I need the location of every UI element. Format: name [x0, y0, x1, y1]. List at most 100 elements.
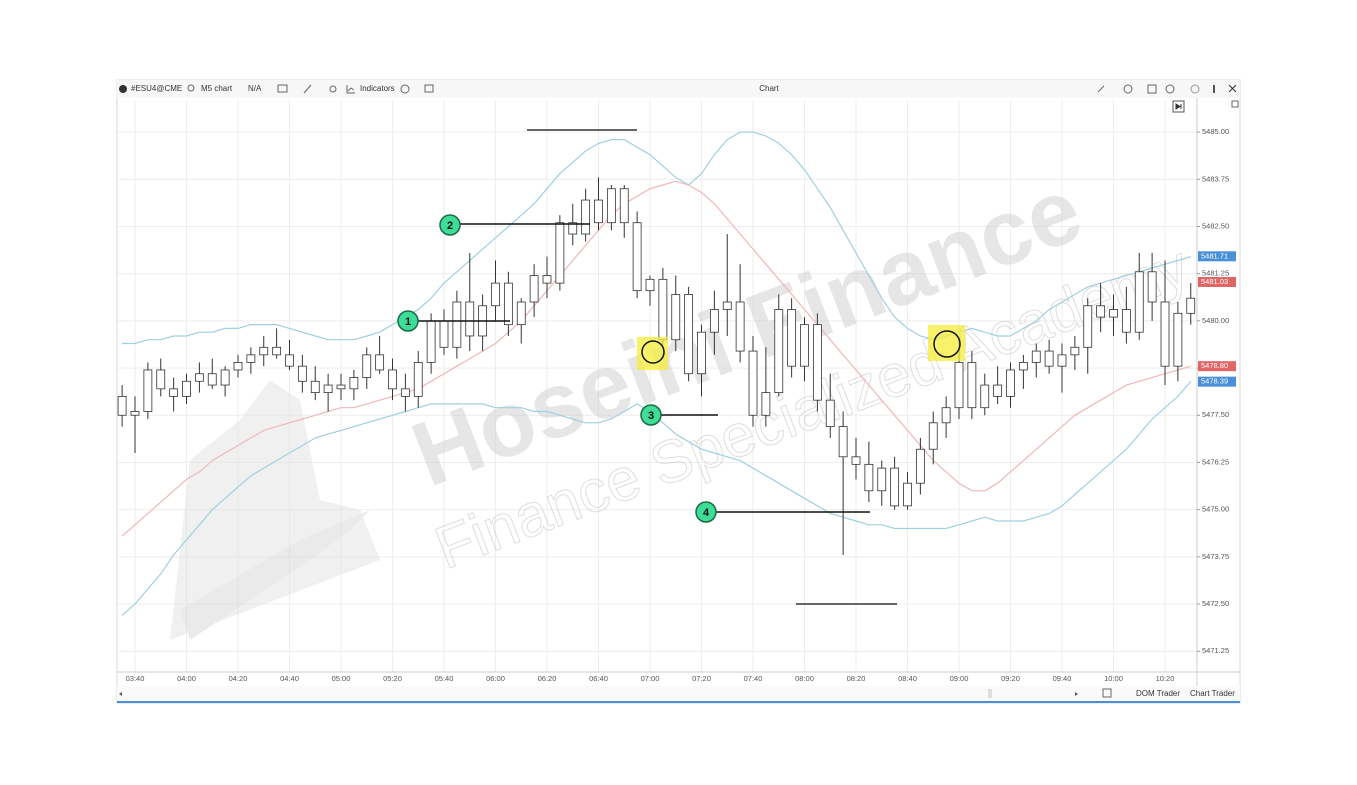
close-button[interactable]: [1228, 84, 1237, 93]
candle-body: [1160, 301, 1170, 367]
calendar-icon[interactable]: [1102, 688, 1112, 698]
candle-body: [1109, 309, 1118, 318]
watermark-logo: [170, 380, 380, 640]
candle-body: [1121, 309, 1131, 333]
candle-body: [787, 309, 797, 367]
template-icon[interactable]: [400, 84, 410, 94]
candle-body: [426, 320, 436, 363]
y-tick-label: 5475.00: [1202, 505, 1229, 514]
layout-icon[interactable]: [424, 84, 434, 93]
bottom-bar: [117, 686, 1240, 701]
candle-body: [697, 331, 706, 375]
chart-trader-button[interactable]: Chart Trader: [1190, 689, 1235, 698]
candle-body: [1031, 350, 1041, 363]
candle-body: [903, 482, 912, 507]
annotation-number: 1: [405, 316, 411, 328]
fullscreen-icon[interactable]: [1147, 84, 1157, 94]
price-badge: [1198, 361, 1236, 372]
search-icon[interactable]: [187, 84, 195, 92]
scroll-end-glyph: [1175, 103, 1182, 110]
candle-body: [1057, 354, 1067, 367]
candle-body: [194, 373, 204, 382]
expand-icon[interactable]: [1097, 85, 1105, 93]
candle-body: [632, 222, 642, 292]
annotation-badge: [640, 404, 662, 426]
candle-body: [1134, 271, 1144, 333]
y-tick-label: 5473.75: [1202, 552, 1229, 561]
draw-icon[interactable]: [303, 84, 312, 94]
account[interactable]: N/A: [248, 84, 262, 93]
axis-menu[interactable]: [1231, 100, 1239, 108]
dom-trader-button[interactable]: DOM Trader: [1136, 689, 1180, 698]
candle-body: [761, 392, 771, 416]
x-tick-label: 08:00: [795, 674, 814, 683]
candle-body: [465, 301, 475, 337]
annotation-badge: [695, 501, 717, 523]
price-badge-label: 5478.39: [1201, 377, 1228, 386]
candle-body: [310, 380, 320, 394]
candle-body: [645, 278, 655, 292]
scroll-right[interactable]: [1075, 692, 1078, 696]
y-tick-label: 5480.00: [1202, 316, 1229, 325]
candle-body: [993, 384, 1003, 397]
settings-icon[interactable]: [1123, 84, 1133, 94]
candle-body: [375, 354, 385, 371]
annotation-badge: [397, 310, 419, 332]
candle-body: [941, 407, 951, 424]
candle-body: [877, 467, 887, 492]
candle-body: [709, 309, 719, 333]
x-tick-label: 04:00: [177, 674, 196, 683]
candle-body: [658, 278, 668, 341]
candle-body: [156, 369, 166, 390]
candle-body: [684, 294, 694, 375]
x-tick-label: 08:20: [847, 674, 866, 683]
candle-body: [967, 362, 977, 409]
price-badge: [1198, 276, 1236, 287]
candle-body: [413, 362, 423, 397]
candle-body: [838, 426, 848, 458]
x-tick-label: 05:20: [383, 674, 402, 683]
y-tick-label: 5481.25: [1202, 269, 1229, 278]
candle-body: [349, 377, 359, 390]
candle-body: [800, 324, 809, 367]
x-tick-label: 06:40: [589, 674, 608, 683]
scrollbar-thumb[interactable]: [988, 689, 992, 698]
symbol[interactable]: #ESU4@CME: [131, 84, 182, 93]
candle-body: [864, 463, 874, 492]
indicators-icon[interactable]: [346, 85, 355, 94]
scroll-left[interactable]: [119, 692, 122, 696]
window-title: Chart: [759, 84, 779, 93]
candle-body: [143, 369, 153, 412]
annotation-number: 2: [447, 220, 453, 232]
candle-body: [928, 422, 938, 450]
candle-body: [259, 346, 269, 356]
indicators-button[interactable]: Indicators: [360, 84, 395, 93]
candle-body: [233, 362, 243, 371]
annotation-number: 3: [648, 410, 654, 422]
y-tick-label: 5476.25: [1202, 457, 1229, 466]
price-badge: [1198, 251, 1236, 262]
candle-body: [915, 448, 925, 484]
candle-body: [323, 384, 333, 394]
y-tick-label: 5477.50: [1202, 410, 1229, 419]
candle-body: [812, 324, 822, 401]
y-tick-label: 5483.75: [1202, 174, 1229, 183]
candle-body: [542, 275, 552, 284]
plot: [117, 131, 1196, 616]
sync-icon[interactable]: [1190, 84, 1200, 94]
x-tick-label: 09:00: [950, 674, 969, 683]
timeframe[interactable]: M5 chart: [201, 84, 233, 93]
link-icon[interactable]: [1165, 84, 1175, 94]
x-tick-label: 07:20: [692, 674, 711, 683]
zoom-icon[interactable]: [329, 85, 337, 93]
y-tick-label: 5471.25: [1202, 646, 1229, 655]
tool-icon[interactable]: [277, 84, 288, 93]
x-tick-label: 03:40: [126, 674, 145, 683]
annotation-badge: [439, 214, 461, 236]
x-tick-label: 07:40: [744, 674, 763, 683]
candle-body: [207, 373, 217, 386]
price-badge-label: 5481.03: [1201, 277, 1228, 286]
candle-body: [516, 301, 526, 326]
candle-body: [220, 369, 230, 386]
